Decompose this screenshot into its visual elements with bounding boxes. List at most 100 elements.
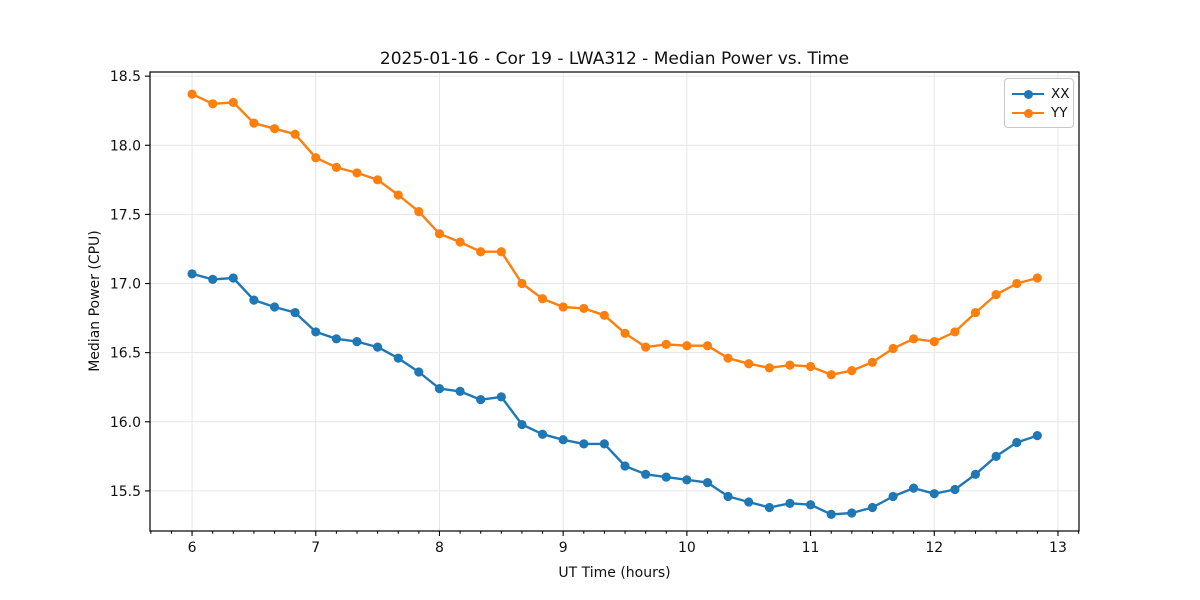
y-tick-label: 18.0 [110,138,141,154]
series-YY-point [269,124,280,134]
series-YY-point [702,341,713,351]
series-YY-point [744,359,754,369]
series-XX-point [352,336,362,347]
series-YY-point [620,328,630,338]
x-tick-label: 9 [559,540,568,556]
x-tick-label: 12 [925,540,943,556]
series-YY-point [867,357,878,367]
series-XX-point [517,419,527,430]
series-XX-point [661,472,671,482]
series-XX-point [537,429,548,439]
series-YY-point [950,327,960,337]
series-YY-point [249,118,259,128]
series-XX-point [455,386,465,396]
series-XX-point [764,502,774,513]
series-XX-point [476,395,486,405]
series-XX-point [909,483,919,493]
series-YY-point [826,370,836,380]
series-XX-point [950,484,960,495]
series-XX-point [744,497,754,507]
y-tick-label: 18.5 [110,69,141,85]
series-YY-point [970,307,981,318]
series-XX-point [641,469,651,479]
series-YY-point [393,190,403,200]
series-YY-point [1012,278,1022,289]
series-XX-line [190,272,1039,516]
x-tick-label: 8 [435,540,444,556]
series-XX-point [620,461,630,471]
series-YY-point [682,341,692,351]
series-YY-point [909,334,919,344]
series-YY-point [373,175,383,185]
series-YY-point [496,247,506,257]
legend-item-xx: XX [1012,84,1070,103]
series-XX-point [269,302,280,312]
series-XX-point [1012,437,1022,448]
series-YY-point [661,339,671,349]
series-YY-point [187,89,197,99]
series-YY-point [476,247,486,257]
series-XX-point [867,502,878,513]
legend-label-xx: XX [1051,85,1070,102]
x-tick-label: 11 [802,540,820,556]
legend-label-yy: YY [1051,104,1068,121]
series-XX-point [702,478,713,488]
series-YY-point [517,278,527,289]
series-XX-point [805,500,816,510]
series-XX-point [414,367,424,377]
series-YY-point [641,342,651,352]
series-XX-point [599,439,609,449]
series-YY-point [311,153,321,163]
series-XX-point [991,451,1001,461]
legend-marker-yy-icon [1012,108,1044,118]
series-XX-point [558,435,568,445]
series-YY-point [785,360,795,370]
series-XX-point [888,491,898,502]
series-XX-point [249,295,259,305]
series-XX-point [682,475,692,485]
series-XX-point [496,392,506,402]
series-YY-point [991,289,1001,300]
series-XX-point [311,327,321,337]
series-YY-point [208,99,218,109]
series-XX-point [228,273,238,283]
y-tick-label: 15.5 [110,484,141,500]
series-YY-point [579,303,589,314]
series-XX-point [847,508,857,518]
series-XX-point [826,509,836,520]
series-XX-point [434,383,445,394]
series-YY-point [455,237,465,247]
series-YY-point [537,294,548,304]
plot-border [149,71,1080,532]
series-XX-point [970,469,981,479]
y-tick-label: 17.0 [110,277,141,293]
series-YY-point [290,129,300,139]
series-YY-point [847,366,857,376]
series-YY-point [352,168,362,178]
y-tick-label: 16.5 [110,346,141,362]
series-YY-point [558,302,568,312]
series-XX-point [290,307,300,318]
y-axis-label: Median Power (CPU) [87,230,103,372]
series-YY-point [228,97,238,108]
series-XX-point [785,498,795,508]
series-XX-point [331,334,342,344]
x-tick-label: 10 [678,540,696,556]
series-YY-point [764,363,774,373]
series-YY-point [929,336,939,347]
series-YY-point [805,361,816,372]
series-YY-point [599,310,609,320]
series-XX-point [579,439,589,449]
series-YY-point [723,353,733,363]
legend: XX YY [1004,78,1074,128]
series-YY-point [414,207,424,217]
y-tick-label: 17.5 [110,207,141,223]
series-XX-point [723,491,733,502]
series-XX-point [208,274,218,284]
legend-marker-xx-icon [1012,89,1044,99]
x-tick-label: 6 [188,540,197,556]
series-XX-point [187,269,197,279]
x-tick-label: 7 [311,540,320,556]
series-XX-point [929,489,939,499]
